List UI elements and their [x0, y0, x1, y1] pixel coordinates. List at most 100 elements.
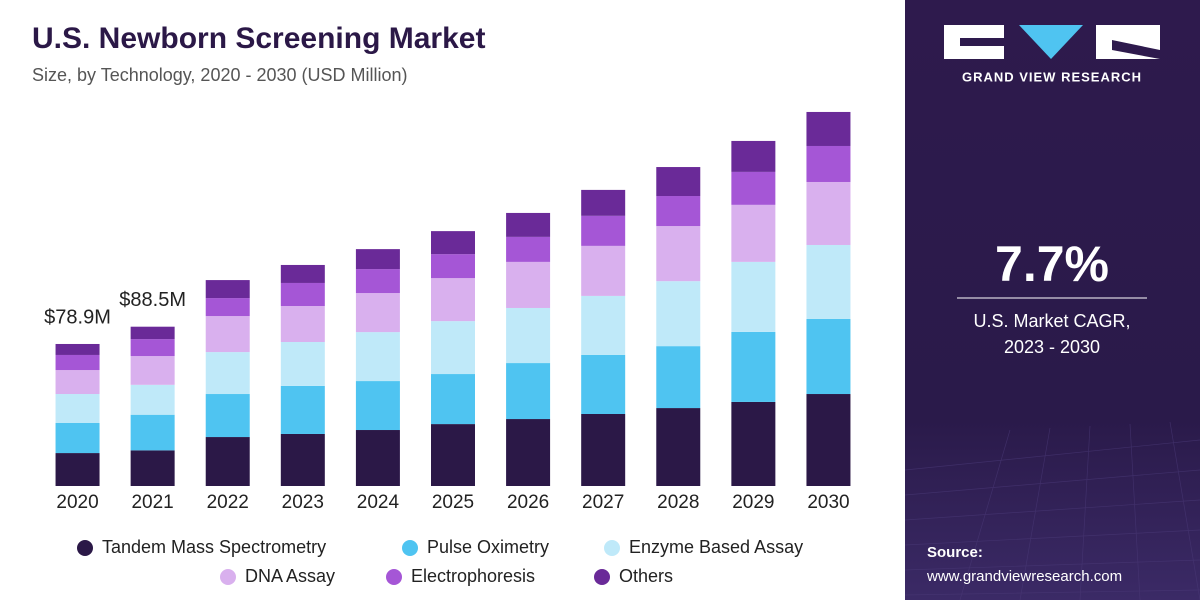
logo: [944, 25, 1160, 59]
legend-label: Tandem Mass Spectrometry: [102, 537, 326, 557]
bar-segment: [205, 437, 250, 486]
bar-segment: [130, 414, 175, 451]
legend-swatch: [220, 569, 236, 585]
bar-segment: [806, 181, 851, 245]
bar-segment: [431, 321, 475, 375]
x-tick-label: 2020: [56, 492, 98, 513]
logo-triangle: [1019, 25, 1083, 59]
bar-segment: [205, 316, 250, 353]
x-tick-label: 2022: [207, 492, 249, 513]
bar-segment: [55, 453, 100, 486]
bar-segment: [130, 450, 175, 486]
legend-label: DNA Assay: [245, 566, 335, 586]
bar-segment: [355, 293, 400, 333]
legend-label: Electrophoresis: [411, 566, 535, 586]
source-url: www.grandviewresearch.com: [926, 568, 1122, 585]
bar-segment: [55, 354, 100, 371]
legend-swatch: [77, 540, 93, 556]
bar-segment: [656, 196, 701, 227]
bar-segment: [205, 394, 250, 438]
source-title: Source:: [927, 544, 983, 561]
bar-segment: [130, 384, 175, 415]
legend-label: Enzyme Based Assay: [629, 537, 803, 557]
bar-segment: [55, 423, 100, 454]
bar-segment: [581, 189, 626, 216]
cagr-caption: U.S. Market CAGR,: [973, 311, 1130, 331]
bar-segment: [431, 374, 475, 425]
bar-segment: [656, 281, 701, 347]
bar-segment: [506, 363, 551, 420]
bar-segment: [205, 298, 250, 317]
brand: GRAND VIEW RESEARCH: [962, 69, 1142, 84]
bar-segment: [280, 306, 325, 342]
bar-segment: [731, 261, 776, 332]
x-tick-label: 2029: [732, 492, 774, 513]
chart-title: U.S. Newborn Screening Market: [32, 22, 485, 55]
bar-segment: [731, 401, 776, 486]
x-tick-label: 2028: [657, 492, 699, 513]
bar-segment: [280, 342, 325, 386]
bar-segment: [506, 261, 551, 308]
bar-segment: [355, 381, 400, 431]
bar-segment: [581, 354, 626, 414]
bar-segment: [731, 331, 776, 402]
bar-segment: [656, 167, 701, 197]
bar-segment: [355, 249, 400, 270]
bar-segment: [55, 394, 100, 423]
bar-segment: [431, 424, 475, 486]
x-tick-label: 2030: [807, 492, 849, 513]
bar-segment: [280, 282, 325, 306]
bar-segment: [656, 408, 701, 486]
bar-segment: [280, 385, 325, 434]
bar-segment: [506, 419, 551, 486]
bar-segment: [731, 140, 776, 172]
bar-segment: [55, 370, 100, 395]
total-label: $78.9M: [44, 306, 111, 328]
cagr-caption: 2023 - 2030: [1004, 337, 1100, 357]
chart-subtitle: Size, by Technology, 2020 - 2030 (USD Mi…: [32, 65, 408, 85]
legend-label: Others: [619, 566, 673, 586]
bar-segment: [130, 326, 175, 340]
bar-segment: [431, 231, 475, 255]
bar-segment: [806, 394, 851, 486]
legend-label: Pulse Oximetry: [427, 537, 549, 557]
legend-swatch: [604, 540, 620, 556]
bar-segment: [205, 280, 250, 299]
bar-segment: [731, 171, 776, 205]
bar-segment: [280, 264, 325, 283]
x-tick-label: 2024: [357, 492, 400, 513]
bar-segment: [431, 254, 475, 279]
bar-segment: [355, 332, 400, 382]
panel-grid: [904, 421, 1200, 601]
bar-segment: [656, 226, 701, 282]
side-panel: [905, 0, 1200, 600]
bar-segment: [806, 318, 851, 395]
bar-segment: [581, 245, 626, 296]
legend-swatch: [402, 540, 418, 556]
bar-segment: [506, 236, 551, 262]
x-tick-label: 2025: [432, 492, 474, 513]
bar-segment: [581, 215, 626, 246]
legend-swatch: [386, 569, 402, 585]
bar-segment: [806, 145, 851, 182]
logo-cut: [960, 38, 1004, 46]
legend-swatch: [594, 569, 610, 585]
bar-segment: [581, 295, 626, 355]
bar-segment: [806, 244, 851, 319]
bar-segment: [431, 278, 475, 322]
bar-segment: [656, 346, 701, 409]
cagr-value: 7.7%: [995, 236, 1109, 292]
x-tick-label: 2021: [131, 492, 173, 513]
bar-segment: [506, 212, 551, 237]
x-tick-label: 2027: [582, 492, 624, 513]
x-tick-label: 2026: [507, 492, 549, 513]
bar-segment: [205, 352, 250, 395]
total-label: $88.5M: [119, 289, 186, 311]
bar-segment: [355, 430, 400, 486]
bar-segment: [55, 343, 100, 355]
logo-cut: [1112, 40, 1160, 59]
bar-segment: [731, 204, 776, 262]
x-tick-label: 2023: [282, 492, 324, 513]
bar-segment: [355, 269, 400, 294]
